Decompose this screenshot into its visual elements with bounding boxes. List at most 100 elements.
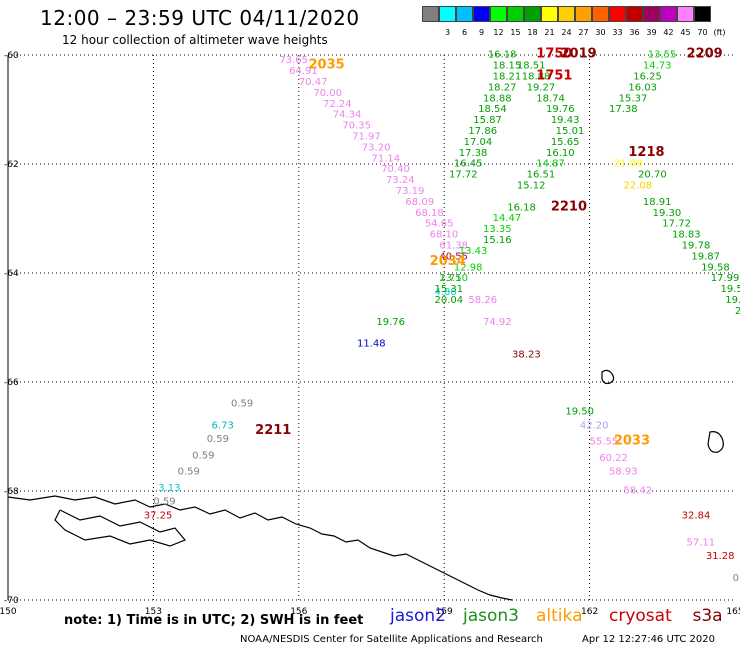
map-grid	[7, 54, 735, 601]
wave-height-value: 13.55	[648, 50, 677, 61]
legend-label: 45	[680, 28, 691, 37]
legend-swatch	[422, 6, 439, 22]
wave-height-value: 18.27	[488, 82, 517, 93]
track-time-label: 1751	[536, 69, 572, 84]
legend-label: 24	[561, 28, 572, 37]
wave-height-value: 4.88	[435, 287, 457, 298]
wave-height-value: 0.59	[178, 467, 200, 478]
legend-swatch	[490, 6, 507, 22]
wave-height-value: 71.97	[352, 131, 381, 142]
legend-swatch	[473, 6, 490, 22]
wave-height-value: 21.99	[614, 159, 643, 170]
wave-height-value: 19.30	[653, 208, 682, 219]
wave-value-labels: 73.6564.9170.4770.0072.2474.3470.3571.97…	[144, 50, 740, 584]
track-time-label: 2034	[430, 254, 466, 269]
color-legend: 3 6 9 12 15 18 21 24 27 30 33 36 39 42 45 70 (ft)	[422, 6, 728, 38]
wave-height-value: 17.04	[464, 137, 493, 148]
wave-height-value: 19.87	[691, 251, 720, 262]
track-time-label: 1218	[628, 145, 664, 160]
wave-height-value: 18.15	[493, 61, 522, 72]
note-text: note: 1) Time is in UTC; 2) SWH is in fe…	[64, 613, 364, 628]
wave-height-value: 21.00	[735, 306, 740, 317]
legend-label: 3	[444, 28, 451, 37]
lat-tick-label: -66	[4, 378, 19, 388]
wave-height-value: 18.88	[483, 93, 512, 104]
wave-height-value: 31.28	[706, 551, 735, 562]
lat-tick-label: -60	[4, 51, 19, 61]
wave-height-value: 0.59	[153, 497, 175, 508]
wave-height-value: 73.24	[386, 175, 415, 186]
legend-label: 27	[578, 28, 589, 37]
lon-tick-label: 165	[726, 607, 740, 617]
wave-height-value: 17.72	[662, 219, 691, 230]
page-title: 12:00 – 23:59 UTC 04/11/2020	[40, 6, 360, 30]
wave-height-value: 68.18	[415, 208, 444, 219]
wave-height-value: 18.88	[522, 72, 551, 83]
legend-swatch	[660, 6, 677, 22]
wave-height-value: 17.99	[711, 273, 740, 284]
lon-tick-label: 153	[145, 607, 162, 617]
legend-label: 6	[461, 28, 468, 37]
wave-height-value: 16.10	[546, 148, 575, 159]
track-time-label: 2211	[255, 423, 291, 438]
wave-height-value: 14.87	[536, 159, 565, 170]
legend-swatch	[541, 6, 558, 22]
wave-height-value: 0.59	[192, 450, 214, 461]
wave-height-value: 0.59	[207, 434, 229, 445]
wave-height-value: 74.34	[333, 110, 362, 121]
legend-label: 9	[478, 28, 485, 37]
generation-timestamp: Apr 12 12:27:46 UTC 2020	[582, 634, 715, 645]
wave-height-value: 57.11	[687, 538, 716, 549]
axis-tick-labels: 150 153 156 159 162 165 -60 -62 -64 -66 -68 -70	[0, 51, 740, 617]
wave-height-value: 15.01	[556, 126, 585, 137]
page-subtitle: 12 hour collection of altimeter wave hei…	[62, 33, 328, 47]
wave-height-value: 13.35	[483, 224, 512, 235]
wave-height-value: 42.20	[580, 420, 609, 431]
track-time-label: 2035	[308, 58, 344, 73]
wave-height-value: 19.50	[565, 407, 594, 418]
legend-swatch	[524, 6, 541, 22]
wave-height-value: 54.65	[425, 219, 454, 230]
track-time-label: 2033	[614, 434, 650, 449]
wave-height-value: 19.43	[551, 115, 580, 126]
legend-swatch	[677, 6, 694, 22]
wave-height-value: 74.92	[483, 317, 512, 328]
track-time-labels: 2035 2034 1750 1751 2019 2209 1218 2210 2211 2033	[255, 47, 723, 449]
wave-height-value: 17.38	[609, 104, 638, 115]
satellite-name-jason3: jason3	[463, 606, 519, 626]
wave-height-value: 19.58	[720, 284, 740, 295]
island-outline	[707, 431, 724, 453]
wave-height-value: 16.03	[628, 82, 657, 93]
wave-height-value: 11.48	[357, 339, 386, 350]
wave-height-value: 58.42	[624, 486, 653, 497]
antarctic-coastline	[7, 495, 513, 601]
wave-height-value: 19.76	[376, 317, 405, 328]
wave-height-value: 14.47	[493, 213, 522, 224]
wave-height-value: 18.21	[493, 72, 522, 83]
satellite-name-altika: altika	[536, 606, 583, 626]
wave-height-value: 20.70	[638, 170, 667, 181]
satellite-name-s3a: s3a	[692, 606, 723, 626]
legend-swatch	[575, 6, 592, 22]
legend-label: 36	[629, 28, 640, 37]
wave-height-value: 12.98	[454, 262, 483, 273]
wave-height-value: 64.91	[289, 66, 318, 77]
wave-height-value: 73.65	[279, 55, 308, 66]
wave-height-value: 2.71	[439, 273, 461, 284]
wave-height-value: 19.27	[527, 82, 556, 93]
wave-height-value: 68.10	[430, 230, 459, 241]
wave-height-value: 16.25	[633, 72, 662, 83]
wave-height-value: 16.45	[454, 159, 483, 170]
wave-height-value: 70.35	[342, 121, 371, 132]
wave-height-value: 37.25	[144, 510, 173, 521]
wave-height-value: 15.87	[473, 115, 502, 126]
lon-tick-label: 156	[290, 607, 307, 617]
wave-height-value: 18.51	[517, 61, 546, 72]
legend-label: 42	[663, 28, 674, 37]
wave-height-value: 15.12	[517, 181, 546, 192]
legend-label: 12	[493, 28, 504, 37]
track-time-label: 1750	[536, 47, 572, 62]
legend-label: 70	[697, 28, 708, 37]
